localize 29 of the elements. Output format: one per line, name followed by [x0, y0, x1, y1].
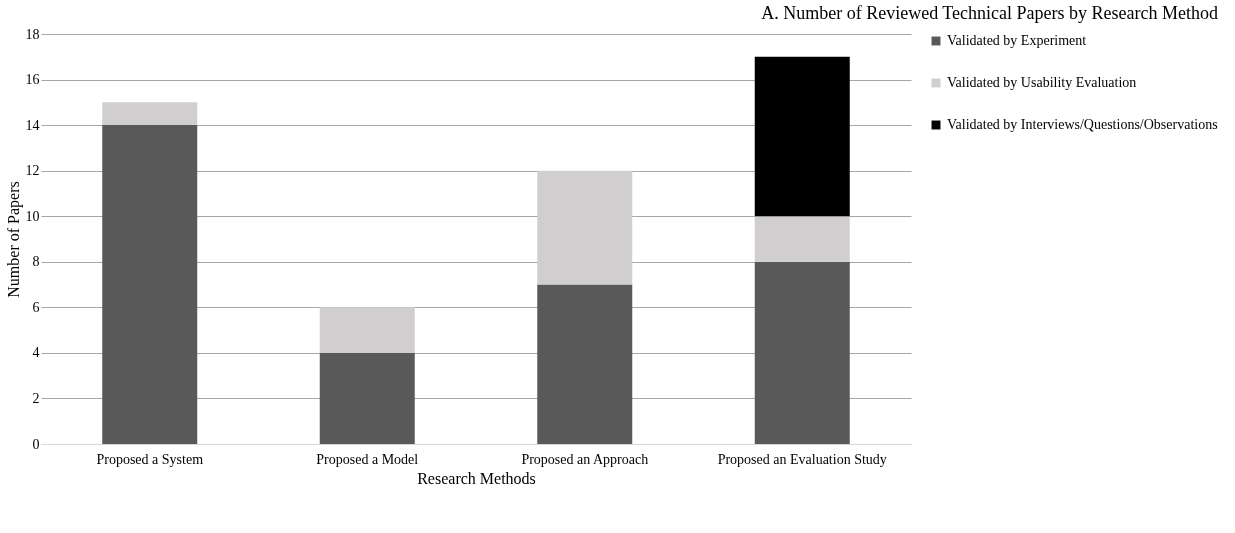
bar	[102, 125, 198, 444]
y-axis-title: Number of Papers	[4, 181, 23, 298]
y-tick-label: 16	[25, 72, 40, 88]
bar	[319, 352, 415, 444]
x-tick-label: Proposed a System	[96, 451, 204, 467]
y-tick-label: 2	[32, 390, 40, 406]
bar	[754, 261, 850, 444]
bar	[754, 216, 850, 262]
x-axis-title: Research Methods	[417, 469, 536, 487]
bar	[754, 56, 850, 217]
y-tick-label: 8	[32, 254, 40, 270]
bar	[102, 102, 198, 126]
x-tick-label: Proposed a Model	[316, 451, 419, 467]
y-tick-label: 4	[32, 345, 40, 361]
y-tick-label: 12	[25, 163, 40, 179]
y-tick-label: 0	[32, 436, 40, 452]
bar	[537, 170, 633, 285]
y-tick-label: 6	[32, 299, 40, 315]
bar	[319, 307, 415, 353]
y-tick-label: 14	[25, 117, 40, 133]
legend-label: Validated by Usability Evaluation	[947, 75, 1137, 90]
y-tick-label: 10	[25, 208, 40, 224]
legend-label: Validated by Experiment	[947, 33, 1087, 48]
x-tick-label: Proposed an Evaluation Study	[717, 451, 887, 467]
bar	[537, 284, 633, 444]
legend-label: Validated by Interviews/Questions/Observations	[947, 117, 1218, 132]
text: A. Number of Reviewed Technical Papers by Research Method	[761, 3, 1218, 23]
y-tick-label: 18	[25, 26, 40, 42]
x-tick-label: Proposed an Approach	[521, 451, 649, 467]
